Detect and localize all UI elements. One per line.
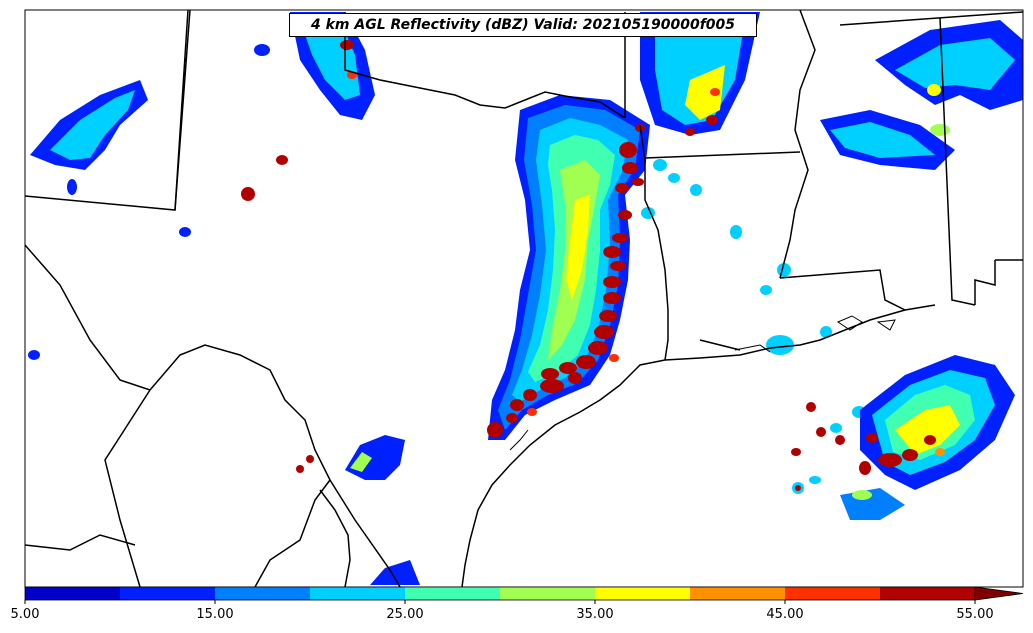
colorbar-outline bbox=[24, 586, 976, 601]
nm-band bbox=[30, 44, 270, 195]
colorbar-segment bbox=[880, 587, 976, 600]
colorbar-extend-arrow bbox=[974, 586, 1024, 601]
squall-line bbox=[487, 95, 650, 440]
colorbar-tick-label: 25.00 bbox=[386, 607, 424, 622]
colorbar-tick-label: 55.00 bbox=[956, 607, 994, 622]
colorbar-segment bbox=[25, 587, 121, 600]
coastal-features bbox=[509, 315, 896, 451]
colorbar-segment bbox=[215, 587, 311, 600]
colorbar-tick-label: 35.00 bbox=[576, 607, 614, 622]
southeast-storms bbox=[820, 20, 1023, 170]
mexico-cells bbox=[28, 227, 420, 585]
colorbar bbox=[24, 586, 1024, 604]
colorbar-segment bbox=[500, 587, 596, 600]
colorbar-segment bbox=[310, 587, 406, 600]
colorbar-segment bbox=[690, 587, 786, 600]
northern-storms bbox=[290, 12, 760, 136]
louisiana-cluster bbox=[840, 355, 1015, 520]
colorbar-tick-label: 5.00 bbox=[10, 607, 40, 622]
colorbar-segment bbox=[595, 587, 691, 600]
colorbar-segment bbox=[120, 587, 216, 600]
map-content bbox=[25, 10, 1023, 587]
colorbar-segment bbox=[405, 587, 501, 600]
map-title: 4 km AGL Reflectivity (dBZ) Valid: 20210… bbox=[289, 13, 757, 37]
colorbar-segment bbox=[785, 587, 881, 600]
boundaries bbox=[25, 10, 1023, 587]
colorbar-tick-label: 15.00 bbox=[196, 607, 234, 622]
colorbar-tick-label: 45.00 bbox=[766, 607, 804, 622]
